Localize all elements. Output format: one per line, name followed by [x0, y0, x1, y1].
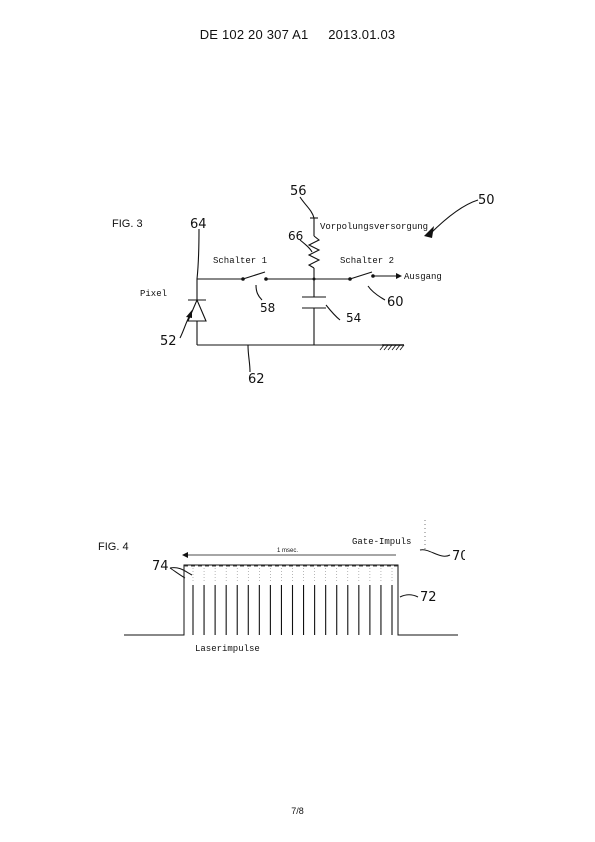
ref-66: 66 [288, 229, 303, 243]
switch1-contact-right [264, 277, 268, 281]
switch2-contact-right [371, 274, 375, 278]
ref-54: 54 [346, 311, 361, 325]
ref-64: 64 [190, 217, 207, 232]
switch2-contact-left [348, 277, 352, 281]
ref-56: 56 [290, 184, 307, 199]
ref-62: 62 [248, 372, 265, 387]
laser-pulses-label: Laserimpulse [195, 644, 260, 654]
bias-supply-label: Vorpolungsversorgung [320, 222, 428, 232]
switch1-label: Schalter 1 [213, 256, 267, 266]
leader-74a [169, 567, 186, 579]
node-dot [312, 277, 316, 281]
pixel-label: Pixel [140, 289, 167, 299]
leader-70 [419, 549, 451, 557]
ref50-arrowhead [424, 226, 434, 238]
page-number: 7/8 [291, 806, 304, 816]
duration-label: 1 msec. [277, 548, 298, 554]
switch1-blade [242, 271, 266, 280]
ref-60: 60 [387, 295, 404, 310]
switch2-blade [349, 271, 373, 280]
leader-62 [247, 344, 251, 373]
leader-66 [299, 239, 313, 253]
gate-pulse-label: Gate-Impuls [352, 537, 411, 547]
ref-70: 70 [452, 549, 465, 564]
output-label: Ausgang [404, 272, 442, 282]
ref-52: 52 [160, 334, 177, 349]
switch1-contact-left [241, 277, 245, 281]
leader-74b [169, 567, 193, 576]
diode-triangle [187, 298, 207, 322]
fig4-label: FIG. 4 [98, 541, 129, 553]
laser-pulses-group [192, 568, 393, 635]
leader-64 [196, 228, 200, 280]
ref-72: 72 [420, 590, 437, 605]
ref-50: 50 [478, 193, 495, 208]
leader-60 [367, 285, 386, 301]
leader-50 [429, 199, 479, 235]
leader-54 [325, 304, 341, 321]
leader-72 [399, 594, 419, 598]
gate-pulse-waveform [124, 564, 458, 636]
publication-date: 2013.01.03 [328, 27, 396, 42]
page-header: DE 102 20 307 A1 2013.01.03 [0, 27, 595, 42]
output-arrowhead [396, 273, 402, 279]
leader-52 [179, 314, 191, 339]
ground-hatch [379, 344, 405, 351]
fig4-timing-diagram: 1 msec. Gate-Impuls Laserimpulse 70 72 7… [124, 520, 465, 654]
switch2-label: Schalter 2 [340, 256, 394, 266]
leader-56 [299, 196, 315, 219]
fig3-circuit-diagram: Pixel Schalter 1 Schalter 2 Vorpolungsve… [140, 184, 495, 387]
publication-number: DE 102 20 307 A1 [199, 27, 309, 42]
diode-arrowhead [186, 310, 192, 318]
resistor-zigzag [307, 235, 321, 269]
ref-58: 58 [260, 301, 275, 315]
duration-arrowhead-left [182, 552, 188, 558]
ref-74: 74 [152, 559, 169, 574]
leader-58 [255, 284, 263, 301]
fig3-label: FIG. 3 [112, 218, 143, 230]
